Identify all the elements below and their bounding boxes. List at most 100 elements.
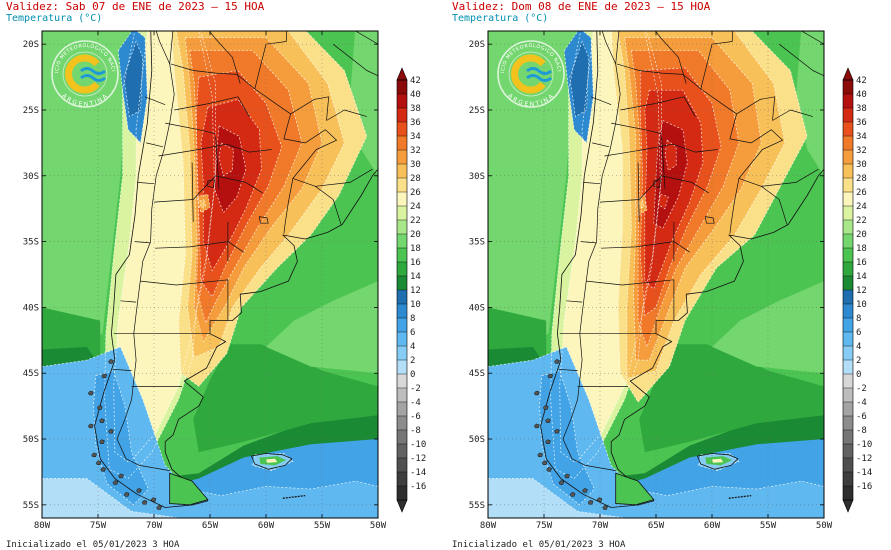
colorbar-tick-label: -6 — [410, 412, 421, 422]
lon-tick-label: 70W — [146, 521, 163, 531]
province-border — [146, 142, 164, 148]
island-outline — [542, 405, 549, 410]
lon-tick-label: 65W — [202, 521, 219, 531]
colorbar-tick-label: -14 — [856, 468, 872, 478]
colorbar-tick-label: -12 — [410, 454, 426, 464]
province-border — [590, 96, 612, 106]
colorbar-tick-label: 8 — [856, 314, 861, 324]
province-border — [332, 43, 378, 77]
colorbar-swatch — [843, 416, 853, 431]
island-outline — [587, 499, 594, 505]
province-border — [140, 279, 229, 321]
province-border — [191, 162, 194, 222]
sun-icon — [511, 54, 546, 94]
lat-tick-label: 40S — [23, 303, 39, 313]
colorbar-tick-label: -8 — [410, 426, 421, 436]
colorbar-swatch — [843, 346, 853, 361]
colorbar-arrow-down — [842, 499, 854, 513]
province-border — [620, 96, 696, 117]
province-border — [165, 122, 216, 135]
colorbar-swatch — [397, 346, 407, 361]
colorbar-tick-label: 28 — [410, 174, 421, 184]
panel-subtitle: Temperatura (°C) — [6, 13, 103, 24]
lon-tick-label: 80W — [480, 521, 497, 531]
colorbar-swatch — [397, 304, 407, 319]
island-outline — [545, 418, 551, 423]
province-border — [736, 96, 776, 121]
province-border — [583, 182, 601, 185]
temperature-field — [488, 31, 824, 518]
colorbar-tick-label: 24 — [856, 202, 867, 212]
colorbar-tick-label: 4 — [410, 342, 415, 352]
lon-tick-label: 50W — [370, 521, 387, 531]
colorbar-tick-label: 20 — [410, 230, 421, 240]
province-border — [292, 178, 342, 225]
province-border — [315, 168, 373, 187]
colorbar-swatch — [397, 80, 407, 95]
colorbar-swatch — [843, 318, 853, 333]
colorbar-swatch — [397, 136, 407, 151]
colorbar-swatch — [397, 94, 407, 109]
colorbar-swatch — [397, 262, 407, 277]
colorbar-swatch — [843, 206, 853, 221]
lat-tick-label: 50S — [23, 435, 39, 445]
colorbar-swatch — [397, 248, 407, 263]
lat-tick-label: 30S — [469, 172, 485, 182]
colorbar-swatch — [397, 108, 407, 123]
colorbar-tick-label: 34 — [410, 132, 421, 142]
colorbar-tick-label: -2 — [410, 384, 421, 394]
colorbar-tick-label: 22 — [410, 216, 421, 226]
island-outline — [99, 439, 105, 444]
colorbar-tick-label: 34 — [856, 132, 867, 142]
colorbar-swatch — [397, 192, 407, 207]
colorbar-swatch — [843, 332, 853, 347]
province-border — [599, 175, 709, 203]
island-outline — [554, 428, 560, 434]
province-border — [604, 143, 718, 157]
colorbar-swatch — [397, 122, 407, 137]
panel-title: Validez: Sab 07 de ENE de 2023 — 15 HOA — [6, 0, 265, 13]
province-border — [801, 31, 824, 45]
coastline — [94, 31, 378, 508]
province-border — [137, 182, 155, 185]
colorbar-tick-label: 30 — [856, 160, 867, 170]
lon-tick-label: 55W — [314, 521, 331, 531]
colorbar-swatch — [843, 192, 853, 207]
colorbar-swatch — [397, 276, 407, 291]
province-border — [155, 241, 244, 253]
colorbar-swatch — [397, 234, 407, 249]
colorbar-tick-label: 22 — [856, 216, 867, 226]
province-border — [153, 175, 263, 203]
lat-tick-label: 55S — [469, 501, 485, 511]
lat-tick-label: 20S — [469, 40, 485, 50]
colorbar-tick-label: 36 — [410, 118, 421, 128]
province-border — [116, 31, 175, 471]
lon-tick-label: 60W — [704, 521, 721, 531]
lat-tick-label: 35S — [23, 238, 39, 248]
colorbar-swatch — [843, 276, 853, 291]
colorbar-tick-label: 40 — [410, 90, 421, 100]
island-outline — [554, 359, 560, 364]
colorbar-swatch — [843, 472, 853, 487]
colorbar-tick-label: 14 — [856, 272, 867, 282]
lat-tick-label: 35S — [469, 238, 485, 248]
province-border — [611, 122, 662, 135]
province-border — [134, 241, 151, 244]
island-outline — [596, 497, 603, 502]
colorbar-tick-label: -12 — [856, 454, 872, 464]
lat-tick-label: 30S — [23, 172, 39, 182]
colorbar-tick-label: 24 — [410, 202, 421, 212]
island-outline — [547, 373, 554, 379]
colorbar-tick-label: 28 — [856, 174, 867, 184]
colorbar-tick-label: 16 — [410, 258, 421, 268]
colorbar-tick-label: 0 — [856, 370, 861, 380]
island-outline — [123, 492, 130, 497]
colorbar-swatch — [397, 206, 407, 221]
province-border — [616, 63, 783, 234]
temperature-map-left: 20S 25S 30S 35S 40S 45S 50S 55S 80W 75W 70W 65W 60W 5… — [0, 0, 426, 531]
island-outline — [100, 467, 106, 472]
colorbar-tick-label: 4 — [856, 342, 861, 352]
colorbar-swatch — [843, 360, 853, 375]
island-outline — [108, 359, 114, 364]
island-outline — [101, 373, 108, 379]
